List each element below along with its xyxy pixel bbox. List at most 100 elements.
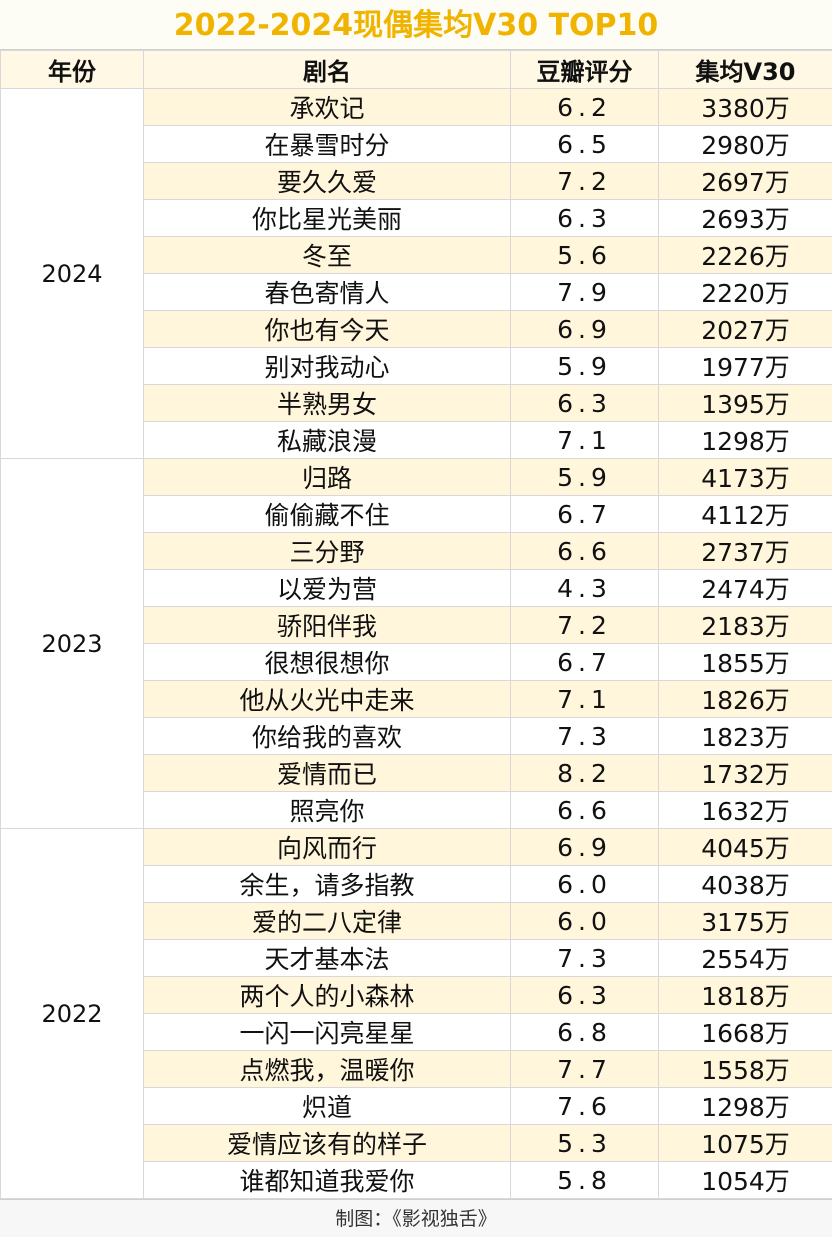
- douban-score: 6.3: [511, 977, 659, 1014]
- title: 2022-2024现偶集均V30 TOP10: [0, 0, 832, 50]
- drama-name: 爱情应该有的样子: [144, 1125, 511, 1162]
- year-cell: 2023: [1, 459, 144, 829]
- douban-score: 6.9: [511, 829, 659, 866]
- douban-score: 5.8: [511, 1162, 659, 1199]
- year-cell: 2024: [1, 89, 144, 459]
- drama-name: 承欢记: [144, 89, 511, 126]
- douban-score: 6.9: [511, 311, 659, 348]
- drama-name: 要久久爱: [144, 163, 511, 200]
- douban-score: 5.9: [511, 459, 659, 496]
- drama-name: 你给我的喜欢: [144, 718, 511, 755]
- drama-name: 很想很想你: [144, 644, 511, 681]
- v30-value: 2226万: [659, 237, 832, 274]
- drama-name: 在暴雪时分: [144, 126, 511, 163]
- douban-score: 6.0: [511, 903, 659, 940]
- drama-name: 半熟男女: [144, 385, 511, 422]
- v30-value: 1558万: [659, 1051, 832, 1088]
- drama-name: 以爱为营: [144, 570, 511, 607]
- drama-name: 冬至: [144, 237, 511, 274]
- header-row: 年份剧名豆瓣评分集均V30: [1, 51, 832, 89]
- douban-score: 7.1: [511, 422, 659, 459]
- douban-score: 5.6: [511, 237, 659, 274]
- v30-value: 1298万: [659, 422, 832, 459]
- douban-score: 7.1: [511, 681, 659, 718]
- douban-score: 7.3: [511, 940, 659, 977]
- v30-value: 1298万: [659, 1088, 832, 1125]
- douban-score: 7.2: [511, 607, 659, 644]
- drama-name: 他从火光中走来: [144, 681, 511, 718]
- v30-value: 3175万: [659, 903, 832, 940]
- header-cell: 剧名: [144, 51, 511, 89]
- header-cell: 豆瓣评分: [511, 51, 659, 89]
- douban-score: 7.2: [511, 163, 659, 200]
- douban-score: 6.8: [511, 1014, 659, 1051]
- v30-value: 2183万: [659, 607, 832, 644]
- douban-score: 6.2: [511, 89, 659, 126]
- douban-score: 6.6: [511, 533, 659, 570]
- drama-name: 余生，请多指教: [144, 866, 511, 903]
- v30-value: 2980万: [659, 126, 832, 163]
- v30-value: 1668万: [659, 1014, 832, 1051]
- drama-name: 天才基本法: [144, 940, 511, 977]
- douban-score: 6.7: [511, 644, 659, 681]
- douban-score: 6.5: [511, 126, 659, 163]
- drama-name: 向风而行: [144, 829, 511, 866]
- v30-value: 1632万: [659, 792, 832, 829]
- drama-name: 照亮你: [144, 792, 511, 829]
- drama-name: 别对我动心: [144, 348, 511, 385]
- v30-value: 1395万: [659, 385, 832, 422]
- douban-score: 8.2: [511, 755, 659, 792]
- douban-score: 6.6: [511, 792, 659, 829]
- v30-value: 1977万: [659, 348, 832, 385]
- douban-score: 7.6: [511, 1088, 659, 1125]
- v30-value: 2027万: [659, 311, 832, 348]
- v30-value: 2737万: [659, 533, 832, 570]
- v30-value: 1818万: [659, 977, 832, 1014]
- v30-value: 1054万: [659, 1162, 832, 1199]
- drama-name: 一闪一闪亮星星: [144, 1014, 511, 1051]
- douban-score: 6.3: [511, 200, 659, 237]
- footer: 制图：《影视独舌》: [0, 1199, 832, 1237]
- v30-value: 2554万: [659, 940, 832, 977]
- v30-value: 4173万: [659, 459, 832, 496]
- header-cell: 年份: [1, 51, 144, 89]
- douban-score: 7.9: [511, 274, 659, 311]
- douban-score: 6.7: [511, 496, 659, 533]
- table-header: 年份剧名豆瓣评分集均V30: [1, 51, 832, 89]
- v30-value: 2693万: [659, 200, 832, 237]
- v30-value: 2220万: [659, 274, 832, 311]
- v30-value: 1826万: [659, 681, 832, 718]
- header-cell: 集均V30: [659, 51, 832, 89]
- year-cell: 2022: [1, 829, 144, 1199]
- v30-value: 1823万: [659, 718, 832, 755]
- drama-name: 点燃我，温暖你: [144, 1051, 511, 1088]
- douban-score: 7.3: [511, 718, 659, 755]
- drama-name: 三分野: [144, 533, 511, 570]
- v30-value: 1732万: [659, 755, 832, 792]
- drama-name: 谁都知道我爱你: [144, 1162, 511, 1199]
- douban-score: 5.9: [511, 348, 659, 385]
- v30-value: 1855万: [659, 644, 832, 681]
- drama-name: 爱情而已: [144, 755, 511, 792]
- douban-score: 6.0: [511, 866, 659, 903]
- v30-value: 2697万: [659, 163, 832, 200]
- drama-name: 春色寄情人: [144, 274, 511, 311]
- v30-value: 2474万: [659, 570, 832, 607]
- drama-name: 偷偷藏不住: [144, 496, 511, 533]
- v30-value: 4045万: [659, 829, 832, 866]
- v30-value: 4038万: [659, 866, 832, 903]
- douban-score: 4.3: [511, 570, 659, 607]
- v30-value: 3380万: [659, 89, 832, 126]
- drama-name: 炽道: [144, 1088, 511, 1125]
- drama-name: 你也有今天: [144, 311, 511, 348]
- v30-value: 1075万: [659, 1125, 832, 1162]
- douban-score: 7.7: [511, 1051, 659, 1088]
- douban-score: 5.3: [511, 1125, 659, 1162]
- douban-score: 6.3: [511, 385, 659, 422]
- v30-value: 4112万: [659, 496, 832, 533]
